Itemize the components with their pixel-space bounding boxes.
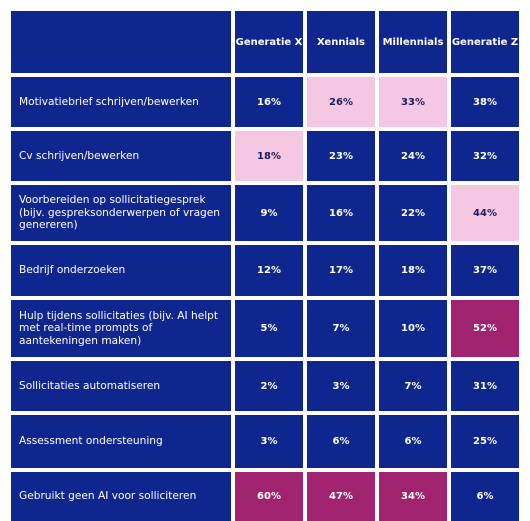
column-header-millennials: Millennials xyxy=(379,11,447,73)
value-cell: 31% xyxy=(451,361,519,411)
value-cell: 18% xyxy=(379,245,447,296)
value-cell: 25% xyxy=(451,415,519,468)
row-label: Motivatiebrief schrijven/bewerken xyxy=(11,77,231,127)
value-cell: 10% xyxy=(379,300,447,357)
row-label: Hulp tijdens sollicitaties (bijv. AI hel… xyxy=(11,300,231,357)
row-label: Voorbereiden op sollicitatiegesprek (bij… xyxy=(11,185,231,241)
row-label: Bedrijf onderzoeken xyxy=(11,245,231,296)
value-cell: 23% xyxy=(307,131,375,181)
row-label: Cv schrijven/bewerken xyxy=(11,131,231,181)
value-cell: 6% xyxy=(451,472,519,521)
value-cell: 37% xyxy=(451,245,519,296)
value-cell: 52% xyxy=(451,300,519,357)
value-cell: 47% xyxy=(307,472,375,521)
row-label: Gebruikt geen AI voor solliciteren xyxy=(11,472,231,521)
column-header-generatie-z: Generatie Z xyxy=(451,11,519,73)
value-cell: 33% xyxy=(379,77,447,127)
value-cell: 16% xyxy=(235,77,303,127)
value-cell: 3% xyxy=(307,361,375,411)
row-label: Assessment ondersteuning xyxy=(11,415,231,468)
value-cell: 32% xyxy=(451,131,519,181)
value-cell: 60% xyxy=(235,472,303,521)
value-cell: 12% xyxy=(235,245,303,296)
value-cell: 18% xyxy=(235,131,303,181)
value-cell: 9% xyxy=(235,185,303,241)
value-cell: 17% xyxy=(307,245,375,296)
value-cell: 34% xyxy=(379,472,447,521)
column-header-generatie-x: Generatie X xyxy=(235,11,303,73)
row-label: Sollicitaties automatiseren xyxy=(11,361,231,411)
value-cell: 6% xyxy=(379,415,447,468)
value-cell: 26% xyxy=(307,77,375,127)
value-cell: 44% xyxy=(451,185,519,241)
value-cell: 6% xyxy=(307,415,375,468)
value-cell: 38% xyxy=(451,77,519,127)
header-corner-cell xyxy=(11,11,231,73)
value-cell: 5% xyxy=(235,300,303,357)
value-cell: 3% xyxy=(235,415,303,468)
value-cell: 7% xyxy=(307,300,375,357)
column-header-xennials: Xennials xyxy=(307,11,375,73)
data-table: Generatie X Xennials Millennials Generat… xyxy=(11,11,519,521)
value-cell: 7% xyxy=(379,361,447,411)
value-cell: 22% xyxy=(379,185,447,241)
value-cell: 2% xyxy=(235,361,303,411)
value-cell: 16% xyxy=(307,185,375,241)
value-cell: 24% xyxy=(379,131,447,181)
